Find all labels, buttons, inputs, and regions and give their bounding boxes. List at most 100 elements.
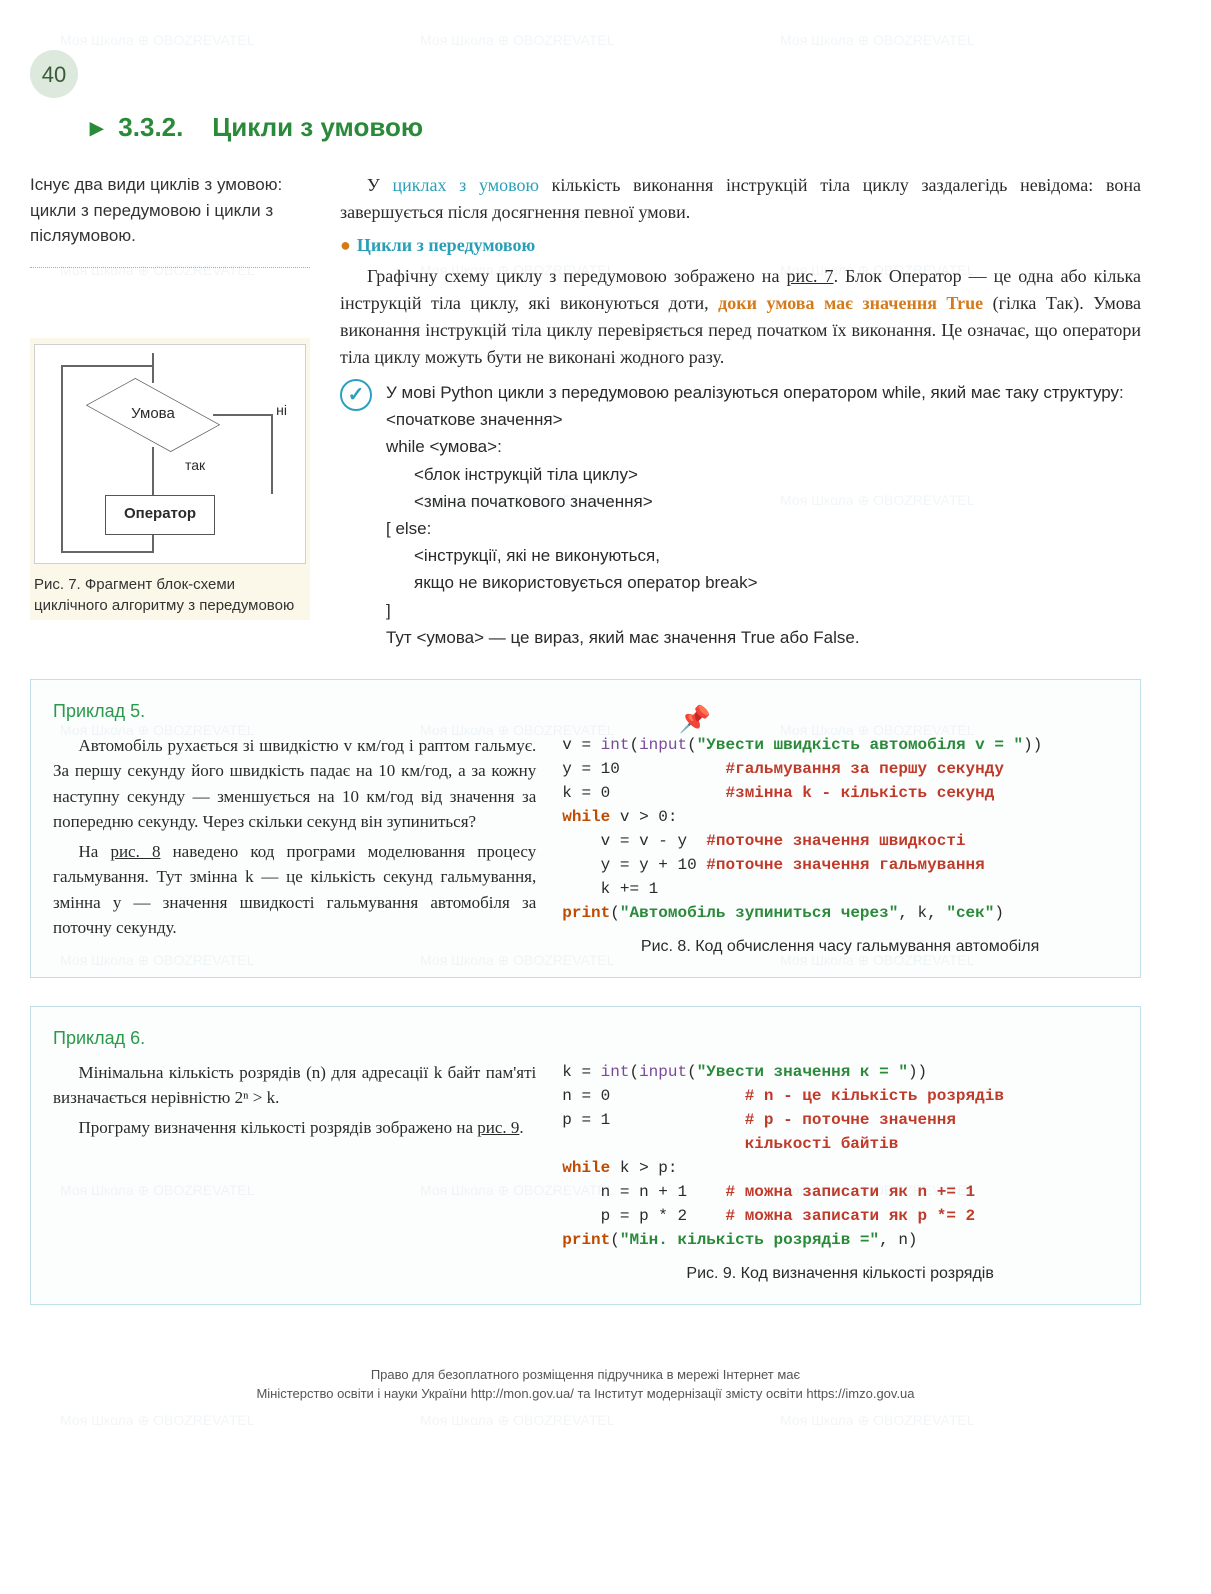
info-line: <блок інструкцій тіла циклу> — [414, 461, 1124, 488]
code: v = — [562, 736, 600, 754]
code: k = 0 — [562, 784, 610, 802]
code-keyword: while — [562, 808, 610, 826]
example-5: Приклад 5. Автомобіль рухається зі швидк… — [30, 679, 1141, 978]
code: , k, — [898, 904, 946, 922]
section-number: 3.3.2. — [118, 112, 183, 142]
info-line: У мові Python цикли з передумовою реаліз… — [386, 379, 1124, 406]
flowchart-container: Умова ні так Оператор Рис. 7. Фрагмент б… — [30, 338, 310, 620]
example-6: Приклад 6. Мінімальна кількість розрядів… — [30, 1006, 1141, 1305]
code: "Увести швидкість автомобіля v = " — [697, 736, 1023, 754]
example-title: Приклад 5. — [53, 698, 1118, 725]
flowchart-caption: Рис. 7. Фрагмент блок-схеми циклічного а… — [34, 574, 306, 616]
watermark: Моя Школа ⊕ OBOZREVATEL — [420, 1410, 615, 1431]
watermark: Моя Школа ⊕ OBOZREVATEL — [60, 30, 255, 51]
highlighted-text: доки умова має значення True — [718, 293, 983, 313]
code: int — [601, 1063, 630, 1081]
flowchart-condition: Умова — [93, 380, 213, 450]
footer-credit: Право для безоплатного розміщення підруч… — [30, 1365, 1141, 1404]
figure-caption: Рис. 9. Код визначення кількості розряді… — [562, 1262, 1118, 1286]
text: На — [79, 842, 111, 861]
code: "Автомобіль зупиниться через" — [620, 904, 898, 922]
code-comment: #поточне значення гальмування — [706, 856, 984, 874]
watermark: Моя Школа ⊕ OBOZREVATEL — [60, 1410, 255, 1431]
term-link: циклах з умовою — [392, 175, 539, 195]
footer-line: Міністерство освіти і науки України http… — [30, 1384, 1141, 1404]
textbook-page: Моя Школа ⊕ OBOZREVATEL Моя Школа ⊕ OBOZ… — [0, 0, 1211, 1594]
code: y = y + 10 — [562, 856, 696, 874]
info-line: якщо не використовується оператор break> — [414, 569, 1124, 596]
figure-link: рис. 9 — [477, 1118, 519, 1137]
info-line: <інструкції, які не виконуються, — [414, 542, 1124, 569]
code: ( — [610, 904, 620, 922]
info-line: Тут <умова> — це вираз, який має значенн… — [386, 624, 1124, 651]
left-column: Існує два види циклів з умовою: цикли з … — [30, 172, 310, 651]
code: , n) — [879, 1231, 917, 1249]
text: . — [519, 1118, 523, 1137]
info-content: У мові Python цикли з передумовою реаліз… — [386, 379, 1124, 651]
code: v > 0: — [610, 808, 677, 826]
example-text: Мінімальна кількість розрядів (n) для ад… — [53, 1060, 536, 1145]
code-comment: #поточне значення швидкості — [706, 832, 965, 850]
code-keyword: while — [562, 1159, 610, 1177]
info-line: while <умова>: — [386, 433, 1124, 460]
code-comment: # можна записати як p *= 2 — [725, 1207, 975, 1225]
code-comment: #змінна k - кількість секунд — [725, 784, 994, 802]
example-paragraph: Мінімальна кількість розрядів (n) для ад… — [53, 1060, 536, 1111]
section-marker: ▸ — [90, 112, 103, 142]
code: int — [601, 736, 630, 754]
info-line: ] — [386, 597, 1124, 624]
code-block: v = int(input("Увести швидкість автомобі… — [562, 733, 1118, 925]
code: n = 0 — [562, 1087, 610, 1105]
code: y = 10 — [562, 760, 620, 778]
code: ( — [610, 1231, 620, 1249]
code: ( — [687, 1063, 697, 1081]
code: "сек" — [946, 904, 994, 922]
code: k += 1 — [562, 880, 658, 898]
flowchart-arrow — [61, 551, 154, 553]
flowchart: Умова ні так Оператор — [34, 344, 306, 564]
code: ( — [629, 736, 639, 754]
code: k = — [562, 1063, 600, 1081]
example-title: Приклад 6. — [53, 1025, 1118, 1052]
figure-caption: Рис. 8. Код обчислення часу гальмування … — [562, 935, 1118, 959]
example-paragraph: Автомобіль рухається зі швидкістю v км/г… — [53, 733, 536, 835]
checkmark-icon: ✓ — [340, 379, 372, 411]
watermark: Моя Школа ⊕ OBOZREVATEL — [780, 30, 975, 51]
code: input — [639, 1063, 687, 1081]
info-block: ✓ У мові Python цикли з передумовою реал… — [340, 379, 1141, 651]
section-title-text: Цикли з умовою — [212, 112, 423, 142]
code: p = 1 — [562, 1111, 610, 1129]
code-keyword: print — [562, 1231, 610, 1249]
flowchart-arrow — [152, 353, 154, 383]
code-block: k = int(input("Увести значення к = ")) n… — [562, 1060, 1118, 1252]
subsection-bullet: ● Цикли з передумовою — [340, 232, 1141, 259]
flowchart-yes-label: так — [185, 455, 205, 476]
flowchart-arrow — [271, 414, 273, 494]
flowchart-arrow — [213, 414, 273, 416]
flowchart-operator: Оператор — [105, 495, 215, 535]
info-line: <початкове значення> — [386, 406, 1124, 433]
code: v = v - y — [562, 832, 687, 850]
subsection-title: Цикли з передумовою — [357, 235, 535, 255]
right-column: У циклах з умовою кількість виконання ін… — [340, 172, 1141, 651]
example-text: Автомобіль рухається зі швидкістю v км/г… — [53, 733, 536, 945]
code: ( — [629, 1063, 639, 1081]
code: k > p: — [610, 1159, 677, 1177]
code-comment: # n - це кількість розрядів — [745, 1087, 1004, 1105]
text: Графічну схему циклу з передумовою зобра… — [367, 266, 786, 286]
info-line: [ else: — [386, 515, 1124, 542]
info-line: <зміна початкового значення> — [414, 488, 1124, 515]
flowchart-no-label: ні — [276, 400, 287, 421]
text: У — [367, 175, 392, 195]
code-keyword: print — [562, 904, 610, 922]
example-row: Автомобіль рухається зі швидкістю v км/г… — [53, 733, 1118, 959]
flowchart-arrow — [61, 365, 63, 553]
code-column: v = int(input("Увести швидкість автомобі… — [562, 733, 1118, 959]
figure-link: рис. 8 — [110, 842, 160, 861]
code: )) — [1023, 736, 1042, 754]
flowchart-arrow — [152, 447, 154, 495]
example-paragraph: Програму визначення кількості розрядів з… — [53, 1115, 536, 1141]
two-column-layout: Існує два види циклів з умовою: цикли з … — [30, 172, 1141, 651]
bullet-dot: ● — [340, 235, 351, 255]
sidebar-note: Існує два види циклів з умовою: цикли з … — [30, 172, 310, 268]
